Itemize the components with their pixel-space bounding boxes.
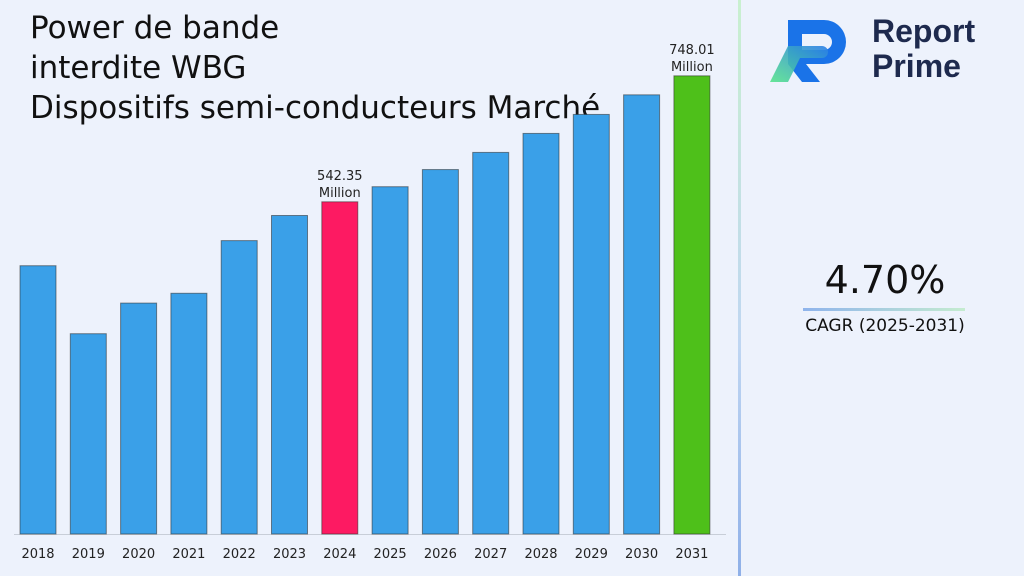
bar-2029 <box>572 113 610 535</box>
bar-2024 <box>321 201 359 535</box>
x-tick-label-2018: 2018 <box>21 547 54 562</box>
report-prime-logo-icon <box>770 20 846 82</box>
bar-2025 <box>371 186 409 535</box>
cagr-value: 4.70% <box>824 258 946 302</box>
bar-2022 <box>220 240 258 535</box>
cagr-underline <box>803 308 965 311</box>
bar-2018 <box>19 265 57 535</box>
bar-2019 <box>69 333 107 535</box>
x-tick-label-2031: 2031 <box>675 547 708 562</box>
x-tick-label-2021: 2021 <box>172 547 205 562</box>
x-tick-label-2020: 2020 <box>122 547 155 562</box>
bar-2028 <box>522 132 560 535</box>
bar-2027 <box>472 151 510 535</box>
panel-divider <box>738 0 741 576</box>
bar-2031 <box>673 75 711 535</box>
x-tick-label-2026: 2026 <box>424 547 457 562</box>
data-label-2024: 542.35 Million <box>317 169 363 201</box>
x-tick-label-2030: 2030 <box>625 547 658 562</box>
title-line-2: interdite WBG <box>30 50 247 86</box>
logo-text: Report Prime <box>872 14 975 84</box>
bar-2030 <box>623 94 661 535</box>
x-tick-label-2025: 2025 <box>374 547 407 562</box>
bar-2023 <box>271 215 308 535</box>
bar-2026 <box>421 169 459 535</box>
data-label-2031: 748.01 Million <box>669 43 715 75</box>
x-tick-label-2028: 2028 <box>524 547 557 562</box>
cagr-label: CAGR (2025-2031) <box>805 316 965 336</box>
x-tick-label-2024: 2024 <box>323 547 356 562</box>
logo-text-line-1: Report <box>872 13 976 49</box>
bar-2021 <box>170 292 208 535</box>
title-line-1: Power de bande <box>30 10 280 46</box>
x-tick-label-2029: 2029 <box>575 547 608 562</box>
x-tick-label-2027: 2027 <box>474 547 507 562</box>
x-tick-label-2022: 2022 <box>223 547 256 562</box>
bar-chart: 2018 2019 2020 2021 2022 2023 2024 2025 2026 2027… <box>14 43 726 562</box>
x-tick-label-2019: 2019 <box>72 547 105 562</box>
report-prime-logo: Report Prime <box>766 14 1006 90</box>
title-line-3: Dispositifs semi-conducteurs Marché <box>30 90 601 126</box>
bar-2020 <box>120 302 158 535</box>
x-tick-label-2023: 2023 <box>273 547 306 562</box>
logo-text-line-2: Prime <box>872 48 961 84</box>
chart-title: Power de bande interdite WBG Dispositifs… <box>30 8 600 128</box>
